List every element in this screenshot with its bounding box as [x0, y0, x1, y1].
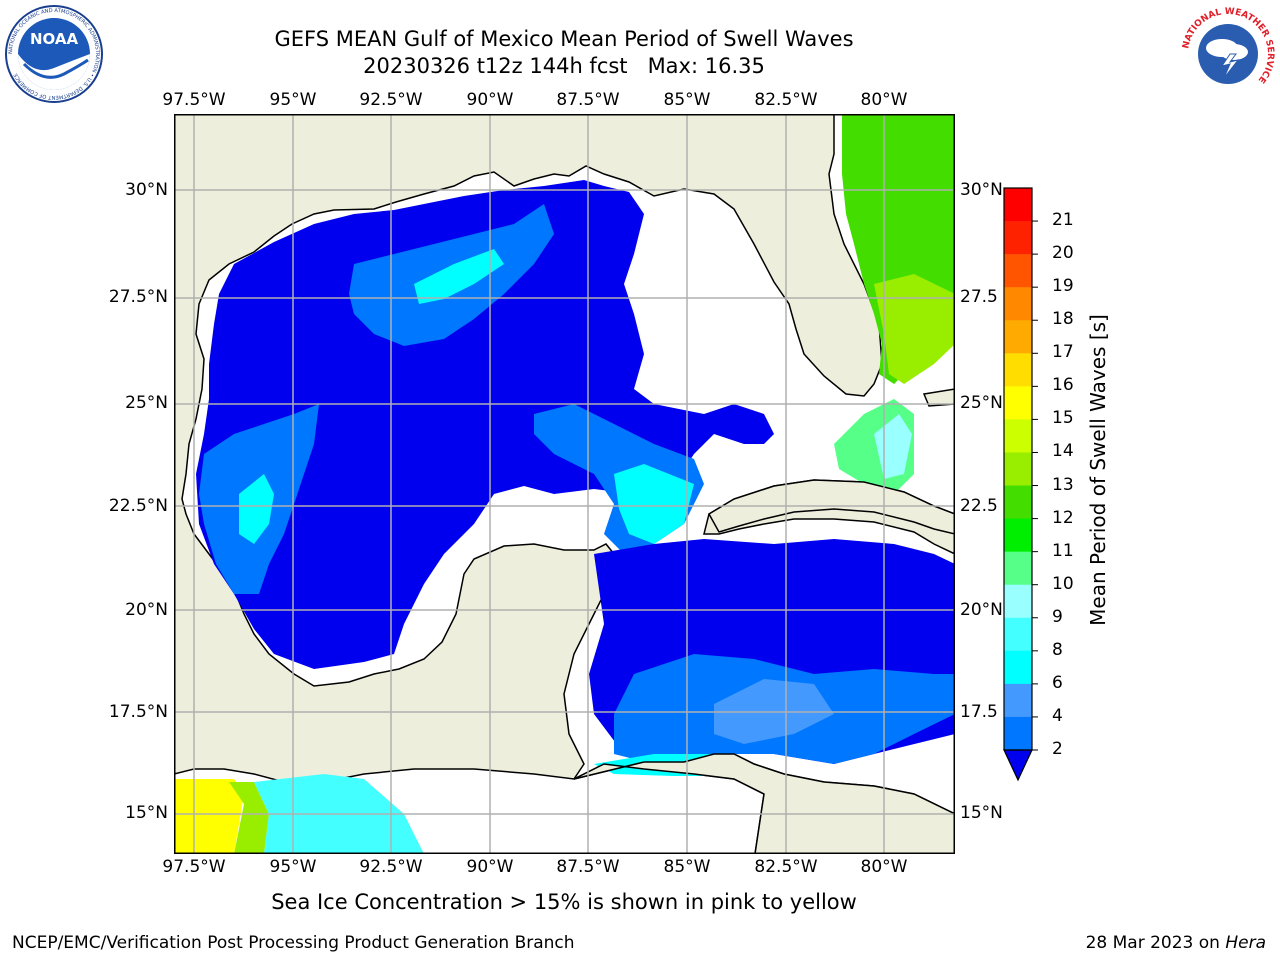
colorbar-segment — [1004, 188, 1032, 222]
lon-label-bottom: 92.5°W — [359, 857, 423, 877]
lon-label-bottom: 82.5°W — [754, 857, 818, 877]
colorbar-segment — [1004, 386, 1032, 420]
colorbar-tick-label: 18 — [1052, 309, 1074, 330]
lon-label-top: 90°W — [466, 90, 514, 110]
colorbar-tick-label: 15 — [1052, 408, 1074, 429]
colorbar-segment — [1004, 650, 1032, 685]
colorbar-tick-label: 14 — [1052, 441, 1074, 462]
lon-label-top: 95°W — [269, 90, 317, 110]
colorbar-segment — [1004, 518, 1032, 553]
lon-label-top: 85°W — [663, 90, 711, 110]
colorbar-segment — [1004, 584, 1032, 619]
credit-text: NCEP/EMC/Verification Post Processing Pr… — [12, 933, 575, 953]
colorbar-tick-label: 2 — [1052, 739, 1063, 759]
date-text: 28 Mar 2023 on — [1085, 933, 1220, 953]
land-overlay — [573, 479, 955, 854]
lat-label-right: 20°N — [960, 600, 1003, 620]
lat-label-right: 22.5 — [960, 496, 998, 516]
lon-label-bottom: 87.5°W — [556, 857, 620, 877]
lon-label-bottom: 97.5°W — [162, 857, 226, 877]
colorbar-tick-label: 13 — [1052, 474, 1074, 495]
lat-label-left: 25°N — [125, 393, 168, 413]
lat-label-right: 15°N — [960, 803, 1003, 823]
pacific-yellow-region — [174, 779, 244, 854]
gulf-deep-blue-region — [196, 180, 774, 669]
lat-label-left: 17.5°N — [108, 702, 168, 722]
lat-label-left: 22.5°N — [108, 496, 168, 516]
colorbar-segment — [1004, 353, 1032, 387]
lon-label-bottom: 95°W — [269, 857, 317, 877]
colorbar-segment — [1004, 287, 1032, 321]
colorbar-segment — [1004, 452, 1032, 487]
pacific-green-band — [229, 782, 269, 854]
colorbar-segment — [1004, 683, 1032, 718]
lon-label-bottom: 80°W — [860, 857, 908, 877]
colorbar-segment — [1004, 320, 1032, 354]
lat-label-right: 17.5 — [960, 702, 998, 722]
west-gulf-cyan-patch — [239, 474, 274, 544]
colorbar-segment — [1004, 485, 1032, 520]
colorbar-outline — [1003, 187, 1033, 751]
colorbar-tick-label: 17 — [1052, 342, 1074, 363]
lat-label-right: 25°N — [960, 393, 1003, 413]
colorbar-label: Mean Period of Swell Waves [s] — [1086, 314, 1110, 626]
colorbar-tick-label: 11 — [1052, 540, 1074, 561]
machine-name: Hera — [1225, 933, 1266, 953]
atlantic-yellow-green-region — [874, 274, 955, 384]
lon-label-top: 92.5°W — [359, 90, 423, 110]
colorbar-segment — [1004, 617, 1032, 652]
colorbar-tick-label: 8 — [1052, 639, 1063, 660]
date-stamp: 28 Mar 2023 on Hera — [1086, 933, 1266, 953]
colorbar-tick-label: 12 — [1052, 507, 1074, 528]
colorbar-tick-label: 10 — [1052, 573, 1074, 594]
swell-period-field — [174, 114, 955, 854]
colorbar-segment — [1004, 551, 1032, 586]
lat-label-left: 30°N — [125, 180, 168, 200]
lat-label-left: 27.5°N — [108, 287, 168, 307]
lat-label-right: 27.5 — [960, 287, 998, 307]
colorbar-segment — [1004, 716, 1032, 751]
colorbar-tick-label: 16 — [1052, 375, 1074, 396]
colorbar-tick-label: 20 — [1052, 243, 1074, 264]
colorbar-tick-label: 21 — [1052, 210, 1074, 231]
lon-label-top: 82.5°W — [754, 90, 818, 110]
gulf-cyan-patch — [414, 249, 504, 304]
colorbar-tick-label: 6 — [1052, 672, 1063, 693]
chart-subtitle: 20230326 t12z 144h fcst Max: 16.35 — [363, 54, 765, 78]
map-frame — [174, 114, 955, 854]
colorbar-tick-label: 19 — [1052, 276, 1074, 297]
yucatan-channel-cyan — [614, 464, 694, 544]
colorbar-extend-arrow — [1003, 749, 1033, 782]
sea-ice-note: Sea Ice Concentration > 15% is shown in … — [271, 890, 857, 914]
colorbar-tick-label: 9 — [1052, 606, 1063, 627]
colorbar-segment — [1004, 221, 1032, 255]
colorbar-tick-label: 4 — [1052, 705, 1063, 726]
lon-label-top: 97.5°W — [162, 90, 226, 110]
lat-label-left: 20°N — [125, 600, 168, 620]
colorbar-segment — [1004, 254, 1032, 288]
gridlines — [174, 114, 955, 854]
bahamas-land — [922, 388, 955, 407]
lon-label-top: 80°W — [860, 90, 908, 110]
chart-title: GEFS MEAN Gulf of Mexico Mean Period of … — [274, 27, 854, 51]
lat-label-right: 30°N — [960, 180, 1003, 200]
noaa-logo: NATIONAL OCEANIC AND ATMOSPHERIC ADMINIS… — [5, 5, 103, 103]
colorbar — [1003, 187, 1038, 782]
lon-label-top: 87.5°W — [556, 90, 620, 110]
lon-label-bottom: 85°W — [663, 857, 711, 877]
lon-label-bottom: 90°W — [466, 857, 514, 877]
nws-logo: NATIONAL WEATHER SERVICE — [1180, 6, 1276, 102]
colorbar-segment — [1004, 419, 1032, 453]
north-america-land — [174, 114, 955, 783]
noaa-text: NOAA — [30, 30, 79, 48]
gulf-of-mexico-map — [174, 114, 955, 854]
lat-label-left: 15°N — [125, 803, 168, 823]
